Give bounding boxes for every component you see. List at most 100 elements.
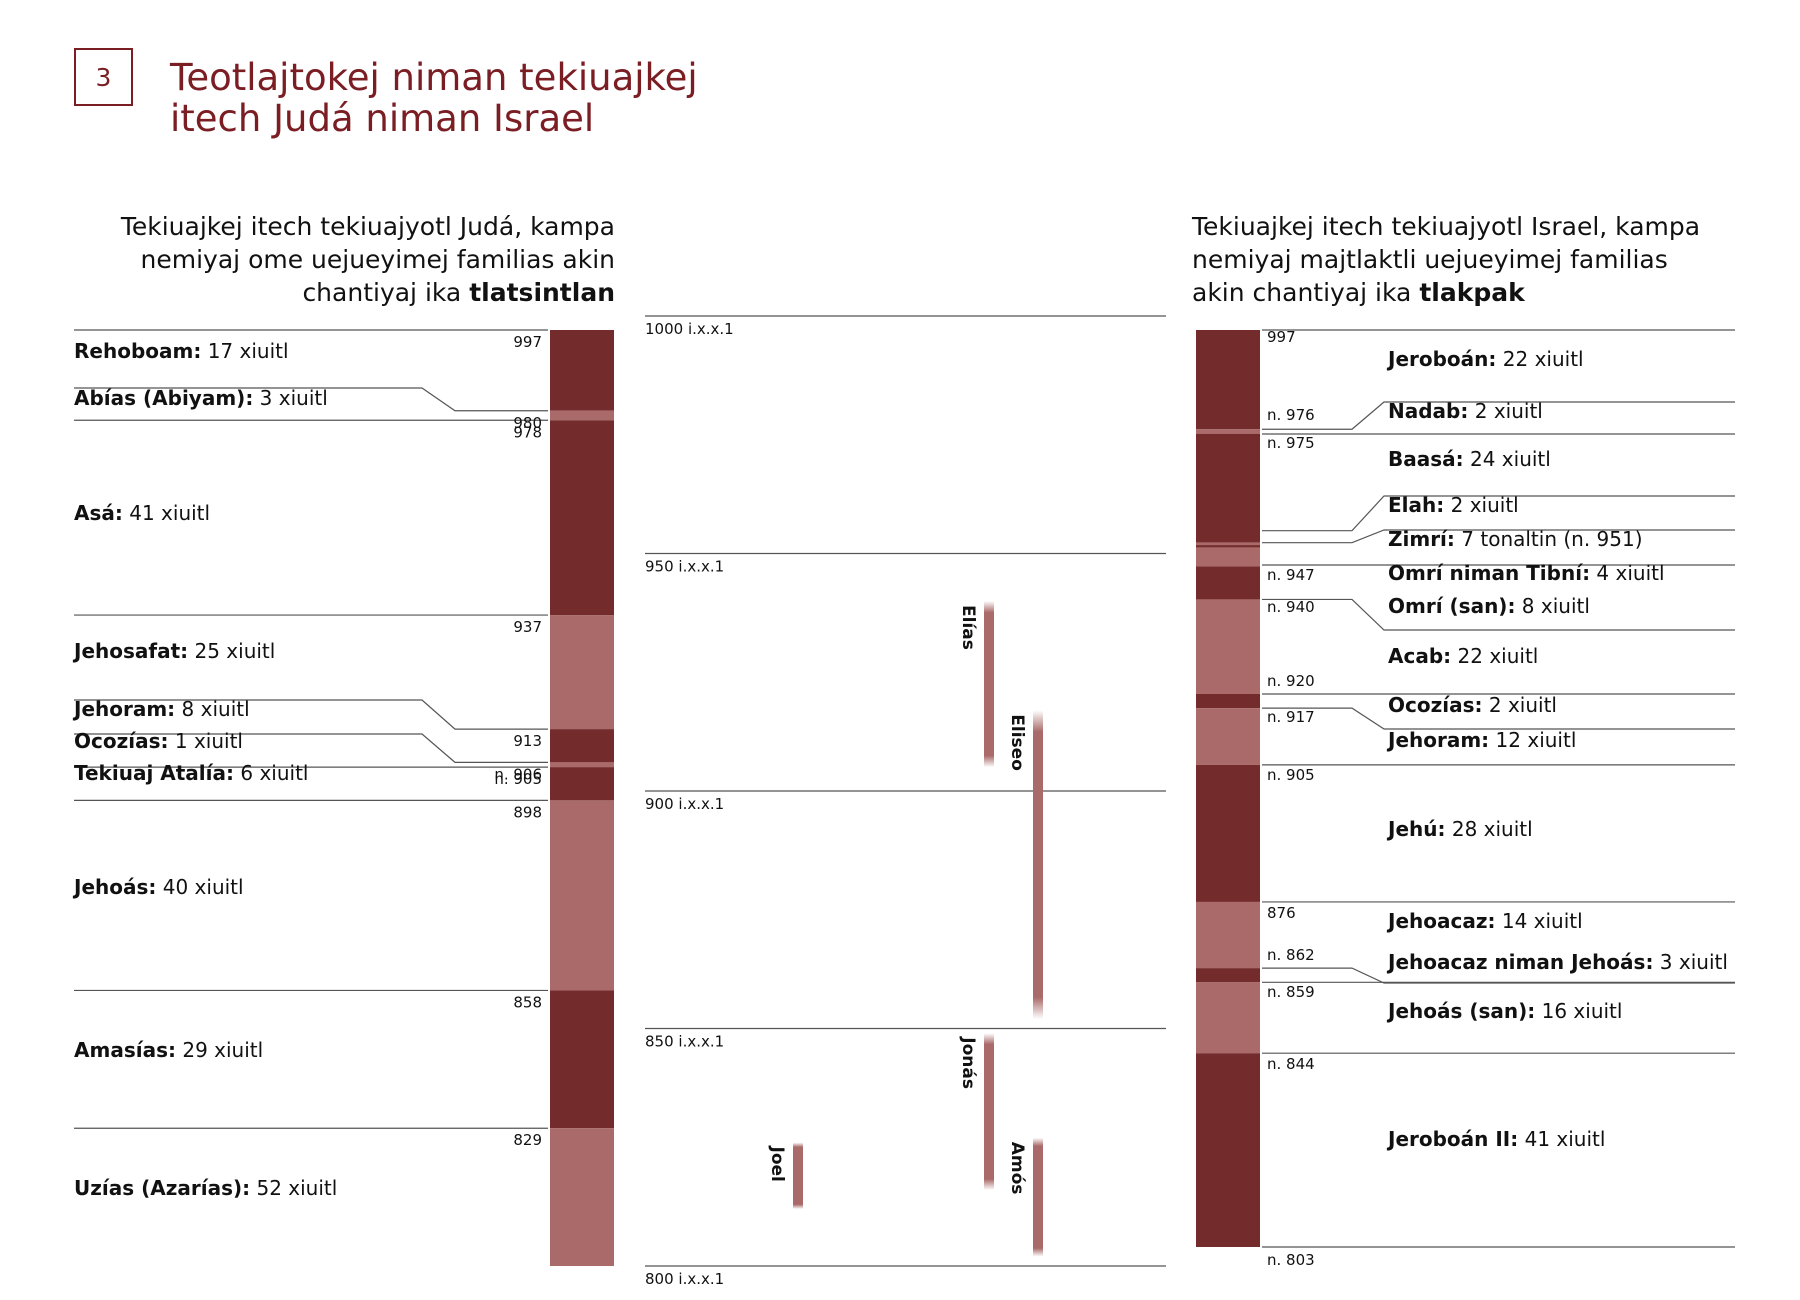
- israel-bar-segment: [1196, 566, 1260, 600]
- israel-year-label: 997: [1267, 328, 1296, 346]
- prophet-bar-eliseo: [1033, 710, 1043, 1019]
- judah-bar-jehosafat: [550, 615, 614, 730]
- judah-year-label: 997: [513, 333, 542, 351]
- israel-subtitle-line-2: nemiyaj majtlaktli uejueyimej familias: [1192, 245, 1668, 274]
- judah-king-asa: Asá: 41 xiuitl: [74, 501, 210, 525]
- judah-divider-line: [74, 387, 548, 412]
- israel-bar-segment: [1196, 968, 1260, 983]
- judah-subtitle-line-3: chantiyaj ika tlatsintlan: [70, 276, 615, 309]
- israel-king-jehu: Jehú: 28 xiuitl: [1386, 817, 1533, 841]
- judah-subtitle-text: chantiyaj ika: [302, 278, 462, 307]
- israel-end-year-label: n. 803: [1267, 1251, 1315, 1269]
- israel-year-label: n. 975: [1267, 434, 1315, 452]
- israel-divider-line: [1262, 707, 1735, 730]
- israel-subtitle-text: akin chantiyaj ika: [1192, 278, 1412, 307]
- israel-king-baasa: Baasá: 24 xiuitl: [1388, 447, 1551, 471]
- judah-bar-rehoboam: [550, 330, 614, 411]
- judah-king-abias-abiyam: Abías (Abiyam): 3 xiuitl: [74, 386, 328, 410]
- israel-year-label: n. 920: [1267, 672, 1315, 690]
- judah-year-label: 980: [513, 414, 542, 432]
- israel-bar-segment: [1196, 708, 1260, 765]
- israel-bar-segment: [1196, 764, 1260, 902]
- israel-year-label: n. 859: [1267, 983, 1315, 1001]
- israel-king-acab: Acab: 22 xiuitl: [1388, 644, 1538, 668]
- israel-bar-segment: [1196, 542, 1260, 546]
- judah-year-label: 937: [513, 618, 542, 636]
- israel-king-jeroboan: Jeroboán: 22 xiuitl: [1386, 347, 1584, 371]
- judah-bar-jehoram: [550, 729, 614, 763]
- judah-bar-jehoas: [550, 800, 614, 991]
- timeline-tick-label: 1000 i.x.x.1: [645, 320, 734, 338]
- judah-king-amasias: Amasías: 29 xiuitl: [74, 1038, 263, 1062]
- timeline-tick-label: 950 i.x.x.1: [645, 558, 724, 576]
- israel-divider-line: [1262, 529, 1735, 544]
- judah-year-label: 829: [513, 1131, 542, 1149]
- judah-subtitle-bold: tlatsintlan: [469, 278, 615, 307]
- title-line-1: Teotlajtokej niman tekiuajkej: [170, 56, 698, 99]
- israel-bar-segment: [1196, 429, 1260, 434]
- israel-bar-segment: [1196, 599, 1260, 694]
- judah-kings-column: Rehoboam: 17 xiuitl 997 Abías (Abiyam): 3 …: [72, 329, 614, 1266]
- judah-year-label: n. 906: [494, 765, 542, 783]
- timeline-tick-label: 900 i.x.x.1: [645, 795, 724, 813]
- israel-year-label: 876: [1267, 904, 1296, 922]
- judah-bar-abias-abiyam: [550, 410, 614, 421]
- israel-bar-segment: [1196, 982, 1260, 1054]
- israel-bar-segment: [1196, 547, 1260, 567]
- judah-subtitle-line-1: Tekiuajkej itech tekiuajyotl Judá, kampa: [120, 212, 615, 241]
- israel-year-label: n. 862: [1267, 946, 1315, 964]
- israel-subtitle-line-3: akin chantiyaj ika tlakpak: [1192, 276, 1752, 309]
- israel-king-jehoas-san: Jehoás (san): 16 xiuitl: [1386, 999, 1622, 1023]
- israel-divider-line: [1262, 495, 1735, 532]
- judah-divider-line: [74, 699, 548, 730]
- israel-bar-segment: [1196, 433, 1260, 543]
- israel-king-elah: Elah: 2 xiuitl: [1388, 493, 1519, 517]
- judah-king-rehoboam: Rehoboam: 17 xiuitl: [74, 339, 289, 363]
- israel-year-label: n. 947: [1267, 566, 1315, 584]
- prophet-name-amos: Amós: [1007, 1142, 1027, 1195]
- judah-divider-line: [74, 733, 548, 763]
- israel-bar-segment: [1196, 545, 1260, 548]
- prophet-bar-amos: [1033, 1137, 1043, 1257]
- israel-subtitle-line-1: Tekiuajkej itech tekiuajyotl Israel, kam…: [1192, 212, 1701, 241]
- judah-king-ocozias: Ocozías: 1 xiuitl: [74, 729, 243, 753]
- israel-divider-line: [1262, 598, 1735, 631]
- israel-king-ocozias: Ocozías: 2 xiuitl: [1388, 693, 1557, 717]
- judah-bar-uzias-azarias: [550, 1128, 614, 1266]
- prophet-name-joel: Joel: [767, 1146, 787, 1182]
- judah-subtitle-line-2: nemiyaj ome uejueyimej familias akin: [140, 245, 615, 274]
- israel-king-jehoacaz: Jehoacaz: 14 xiuitl: [1386, 909, 1583, 933]
- israel-bar-segment: [1196, 1053, 1260, 1247]
- center-timeline: 1000 i.x.x.1 950 i.x.x.1 900 i.x.x.1 850 i.…: [645, 315, 1166, 1288]
- prophet-bar-jonas: [984, 1033, 994, 1190]
- israel-king-omri-san: Omrí (san): 8 xiuitl: [1388, 594, 1590, 618]
- prophet-name-elias: Elías: [958, 605, 978, 650]
- israel-king-jehoram: Jehoram: 12 xiuitl: [1386, 728, 1576, 752]
- israel-year-label: n. 952: [1267, 0, 1315, 4]
- timeline-tick-label: 800 i.x.x.1: [645, 1270, 724, 1288]
- israel-year-label: n. 917: [1267, 708, 1315, 726]
- judah-king-uzias-azarias: Uzías (Azarías): 52 xiuitl: [74, 1176, 337, 1200]
- prophet-name-eliseo: Eliseo: [1007, 714, 1027, 771]
- israel-king-nadab: Nadab: 2 xiuitl: [1388, 399, 1543, 423]
- figure-number: 3: [74, 48, 133, 106]
- israel-bar-segment: [1196, 901, 1260, 969]
- israel-king-jehoacaz-niman-jehoas: Jehoacaz niman Jehoás: 3 xiuitl: [1386, 950, 1728, 974]
- israel-year-label: n. 940: [1267, 598, 1315, 616]
- israel-king-zimri: Zimrí: 7 tonaltin (n. 951): [1388, 527, 1643, 551]
- israel-bar-segment: [1196, 330, 1260, 430]
- israel-kings-column: Jeroboán: 22 xiuitl Nadab: 2 xiuitl Baasá:…: [1196, 0, 1735, 1269]
- judah-year-label: n. 905: [494, 770, 542, 788]
- page-title: Teotlajtokej niman tekiuajkej itech Judá…: [170, 57, 698, 139]
- judah-bar-ocozias: [550, 762, 614, 768]
- israel-divider-line: [1262, 401, 1735, 430]
- timeline-tick-label: 850 i.x.x.1: [645, 1033, 724, 1051]
- judah-year-label: 913: [513, 732, 542, 750]
- title-line-2: itech Judá niman Israel: [170, 97, 595, 140]
- judah-king-tekiuaj-atalia: Tekiuaj Atalía: 6 xiuitl: [74, 761, 308, 785]
- prophet-bar-joel: [793, 1142, 803, 1209]
- israel-year-label: n. 976: [1267, 406, 1315, 424]
- israel-year-label: n. 905: [1267, 766, 1315, 784]
- prophet-bar-elias: [984, 601, 994, 768]
